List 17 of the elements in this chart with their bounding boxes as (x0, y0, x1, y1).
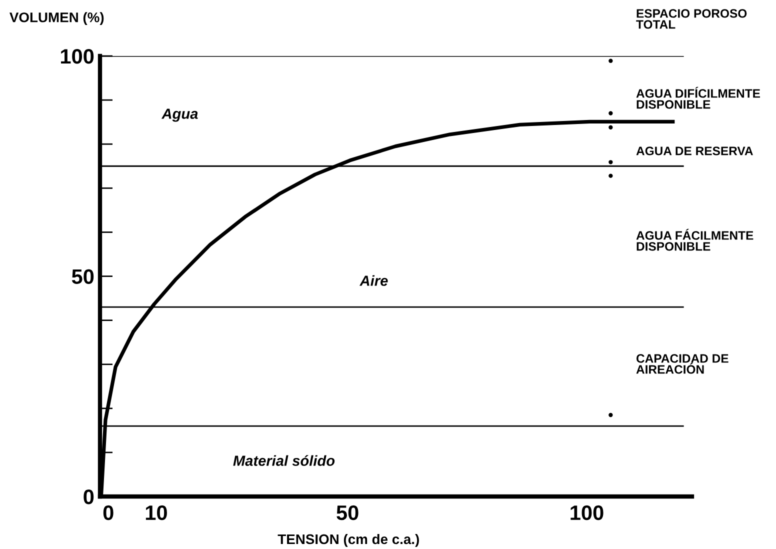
annotation: Material sólido (233, 455, 335, 466)
x-tick-label: 100 (570, 505, 604, 520)
x-tick-label: 50 (336, 505, 358, 520)
x-tick-label: 10 (146, 505, 167, 520)
annotation: AGUA DE RESERVA (636, 146, 753, 156)
annotation: AGUA DIFÍCILMENTE DISPONIBLE (636, 86, 760, 109)
annotation: AGUA FÁCILMENTE DISPONIBLE (636, 228, 754, 251)
x-tick-label: 0 (103, 505, 114, 520)
annotation: Agua (161, 108, 198, 122)
text: ESPACIO POROSO TOTAL (636, 9, 747, 29)
y-tick-label: 50 (72, 269, 94, 284)
y-axis-title: VOLUMEN (%) (10, 12, 104, 26)
y-tick-label: 100 (61, 49, 94, 64)
y-tick-label: 0 (84, 490, 94, 504)
annotation: Aire (360, 275, 388, 286)
annotation: CAPACIDAD DE AIREACIÓN (636, 354, 728, 374)
x-axis-title: TENSION (cm de c.a.) (278, 534, 419, 547)
